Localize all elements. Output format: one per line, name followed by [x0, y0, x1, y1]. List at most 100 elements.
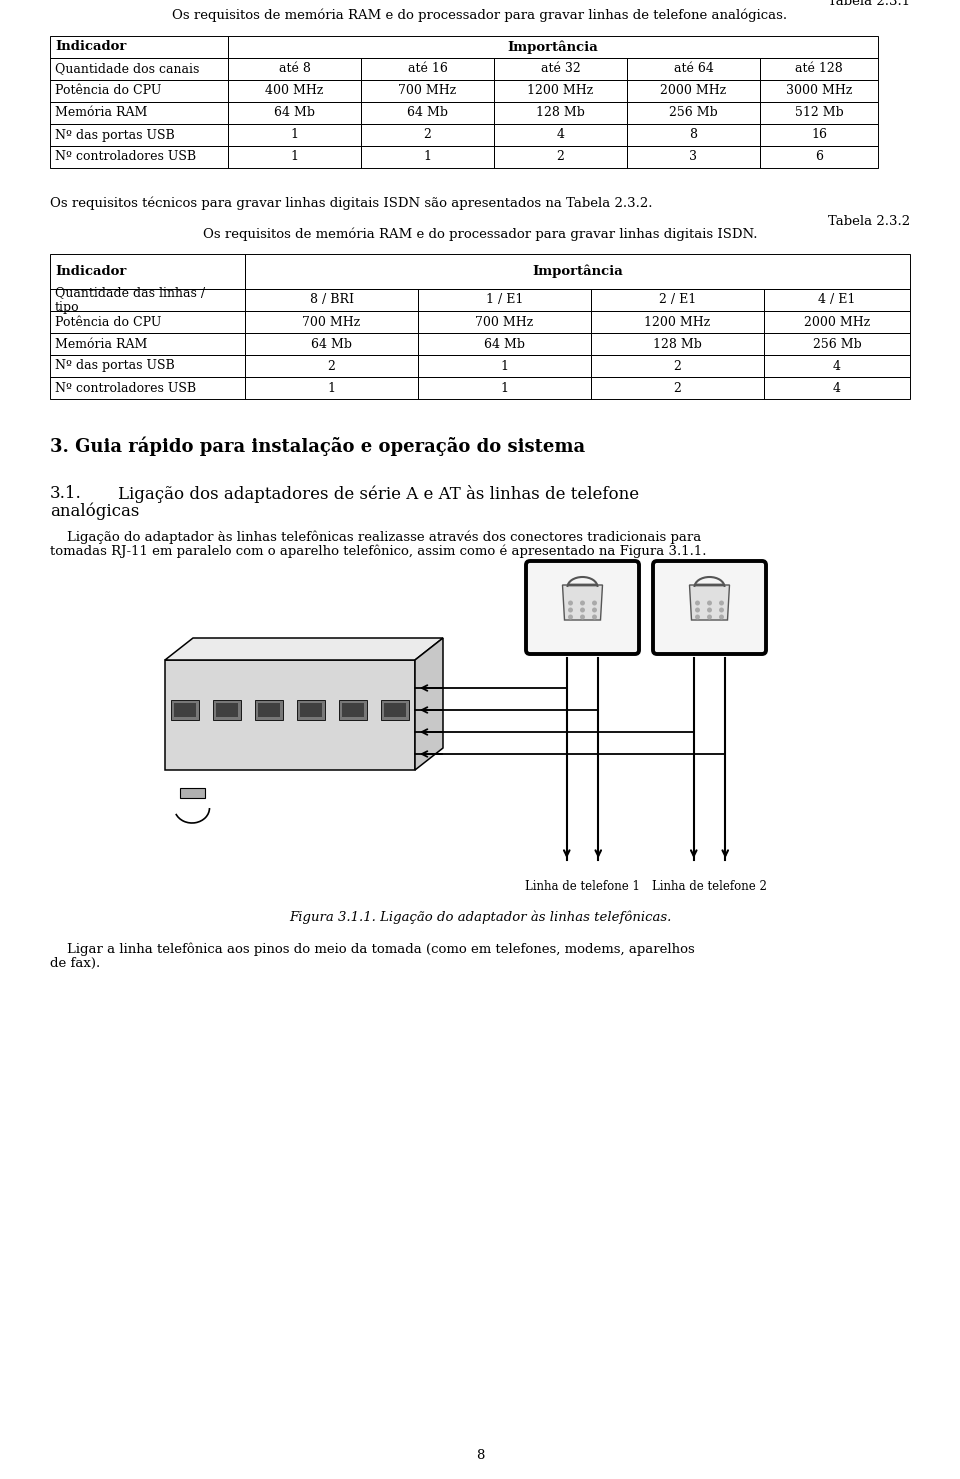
Bar: [627, 146, 760, 169]
Polygon shape: [165, 660, 415, 771]
Bar: [760, 146, 878, 169]
Text: 700 MHz: 700 MHz: [475, 315, 534, 328]
Bar: [591, 355, 764, 377]
Bar: [50, 288, 245, 311]
Text: 4 / E1: 4 / E1: [818, 293, 855, 306]
Circle shape: [695, 614, 700, 620]
Text: Importância: Importância: [508, 40, 598, 53]
Text: Quantidade das linhas /: Quantidade das linhas /: [55, 287, 205, 300]
Circle shape: [695, 608, 700, 612]
Bar: [627, 124, 760, 146]
Text: 4: 4: [833, 382, 841, 395]
Bar: [418, 311, 591, 333]
Bar: [50, 333, 245, 355]
Text: 1 / E1: 1 / E1: [486, 293, 523, 306]
Bar: [50, 124, 228, 146]
Bar: [228, 146, 361, 169]
Bar: [50, 80, 228, 102]
Text: 2 / E1: 2 / E1: [659, 293, 696, 306]
Bar: [50, 377, 245, 399]
Circle shape: [592, 608, 597, 612]
Text: 1: 1: [291, 151, 299, 164]
Text: 1: 1: [423, 151, 431, 164]
Text: 4: 4: [557, 129, 564, 142]
Text: Linha de telefone 2: Linha de telefone 2: [652, 880, 767, 893]
Circle shape: [592, 600, 597, 605]
Circle shape: [592, 614, 597, 620]
Text: Indicador: Indicador: [55, 265, 127, 278]
Polygon shape: [415, 637, 443, 771]
Text: 2: 2: [674, 359, 682, 373]
Text: 256 Mb: 256 Mb: [669, 106, 718, 120]
Text: Nº controladores USB: Nº controladores USB: [55, 382, 196, 395]
Circle shape: [568, 608, 573, 612]
Bar: [591, 288, 764, 311]
Text: Nº das portas USB: Nº das portas USB: [55, 129, 175, 142]
Circle shape: [580, 608, 585, 612]
Text: até 64: até 64: [674, 62, 713, 75]
FancyBboxPatch shape: [526, 561, 639, 654]
Text: Nº das portas USB: Nº das portas USB: [55, 359, 175, 373]
Bar: [764, 333, 910, 355]
Text: tomadas RJ-11 em paralelo com o aparelho telefônico, assim como é apresentado na: tomadas RJ-11 em paralelo com o aparelho…: [50, 544, 707, 559]
Bar: [361, 124, 494, 146]
Circle shape: [707, 600, 712, 605]
Polygon shape: [165, 637, 443, 660]
Bar: [591, 333, 764, 355]
Text: 3. Guia rápido para instalação e operação do sistema: 3. Guia rápido para instalação e operaçã…: [50, 436, 586, 457]
Bar: [418, 355, 591, 377]
Bar: [245, 355, 418, 377]
Bar: [418, 288, 591, 311]
Bar: [245, 288, 418, 311]
Bar: [764, 311, 910, 333]
Text: analógicas: analógicas: [50, 503, 139, 521]
Text: 700 MHz: 700 MHz: [398, 84, 457, 98]
Circle shape: [707, 608, 712, 612]
Text: 1: 1: [500, 382, 509, 395]
Bar: [361, 80, 494, 102]
Text: 1200 MHz: 1200 MHz: [527, 84, 593, 98]
Text: Ligar a linha telefônica aos pinos do meio da tomada (como em telefones, modems,: Ligar a linha telefônica aos pinos do me…: [50, 942, 695, 955]
Text: 6: 6: [815, 151, 823, 164]
Text: até 8: até 8: [278, 62, 310, 75]
Bar: [228, 58, 361, 80]
Text: 3.1.: 3.1.: [50, 485, 82, 501]
Bar: [494, 58, 627, 80]
Text: Nº controladores USB: Nº controladores USB: [55, 151, 196, 164]
Bar: [418, 333, 591, 355]
Text: 16: 16: [811, 129, 827, 142]
Bar: [494, 124, 627, 146]
Bar: [591, 377, 764, 399]
Text: até 32: até 32: [540, 62, 581, 75]
Bar: [228, 102, 361, 124]
Text: 64 Mb: 64 Mb: [484, 337, 525, 351]
Text: Potência do CPU: Potência do CPU: [55, 315, 161, 328]
Text: 128 Mb: 128 Mb: [653, 337, 702, 351]
Circle shape: [719, 600, 724, 605]
Bar: [418, 377, 591, 399]
Circle shape: [719, 614, 724, 620]
Circle shape: [695, 600, 700, 605]
Bar: [764, 355, 910, 377]
FancyBboxPatch shape: [653, 561, 766, 654]
Text: 1: 1: [327, 382, 335, 395]
Text: Indicador: Indicador: [55, 40, 127, 53]
Bar: [245, 377, 418, 399]
Bar: [228, 124, 361, 146]
Text: Os requisitos de memória RAM e do processador para gravar linhas de telefone ana: Os requisitos de memória RAM e do proces…: [173, 9, 787, 22]
Text: 8 / BRI: 8 / BRI: [309, 293, 353, 306]
Text: 2000 MHz: 2000 MHz: [804, 315, 870, 328]
Bar: [760, 124, 878, 146]
Bar: [381, 700, 409, 720]
Text: 700 MHz: 700 MHz: [302, 315, 361, 328]
Bar: [245, 333, 418, 355]
Bar: [760, 58, 878, 80]
Text: Os requisitos de memória RAM e do processador para gravar linhas digitais ISDN.: Os requisitos de memória RAM e do proces…: [203, 228, 757, 241]
Text: 2: 2: [557, 151, 564, 164]
Bar: [50, 35, 228, 58]
Circle shape: [707, 614, 712, 620]
Text: Potência do CPU: Potência do CPU: [55, 84, 161, 98]
Text: 400 MHz: 400 MHz: [265, 84, 324, 98]
Bar: [361, 146, 494, 169]
Bar: [50, 254, 245, 288]
